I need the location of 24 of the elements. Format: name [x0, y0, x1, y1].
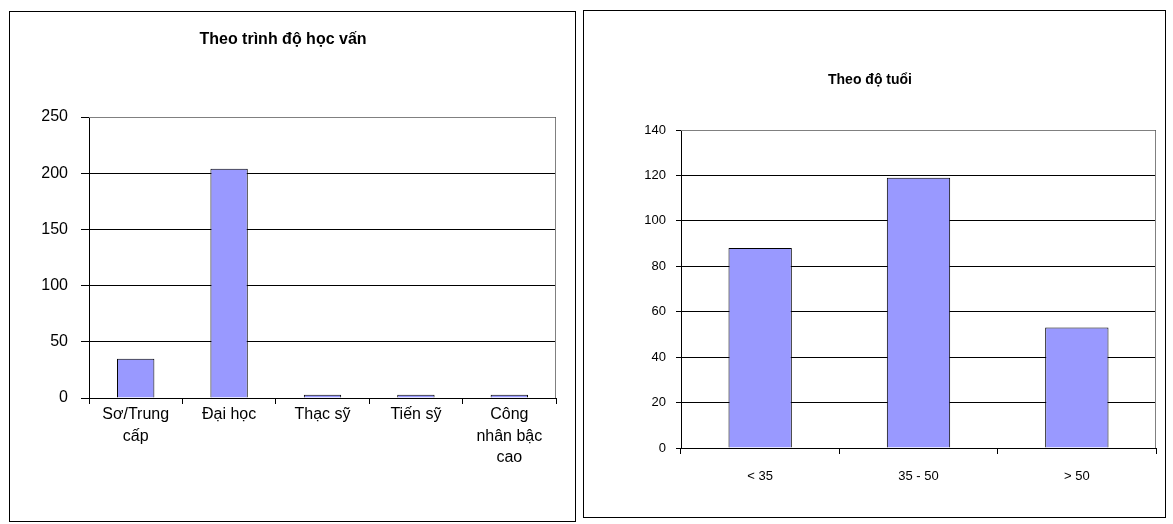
- y-tick-label: 140: [644, 121, 666, 137]
- y-tick-label: 150: [41, 219, 69, 237]
- y-tick-label: 50: [50, 332, 69, 350]
- x-tick-label: Thạc sỹ: [294, 405, 351, 423]
- x-tick-label: 35 - 50: [898, 468, 939, 484]
- chart-title: Theo trình độ học vấn: [199, 30, 367, 48]
- x-tick-label: > 50: [1064, 468, 1090, 484]
- y-tick-label: 60: [651, 303, 666, 319]
- y-tick-label: 100: [41, 276, 69, 294]
- x-tick-label: < 35: [747, 468, 773, 484]
- x-tick-label: Sơ/Trung cấp: [102, 405, 170, 444]
- y-tick-label: 20: [651, 394, 666, 410]
- y-tick-label: 200: [41, 163, 69, 181]
- y-tick-label: 120: [644, 167, 666, 183]
- x-tick-label: Công nhân bậc cao: [476, 405, 543, 466]
- y-tick-label: 100: [644, 212, 666, 228]
- y-tick-label: 0: [59, 388, 69, 406]
- y-tick-label: 40: [651, 348, 666, 364]
- chart-title: Theo độ tuổi: [828, 70, 912, 87]
- x-tick-label: Tiến sỹ: [390, 405, 442, 423]
- x-tick-label: Đại học: [201, 405, 257, 423]
- y-tick-label: 80: [651, 257, 666, 273]
- y-tick-label: 250: [41, 107, 69, 125]
- y-tick-label: 0: [658, 439, 666, 455]
